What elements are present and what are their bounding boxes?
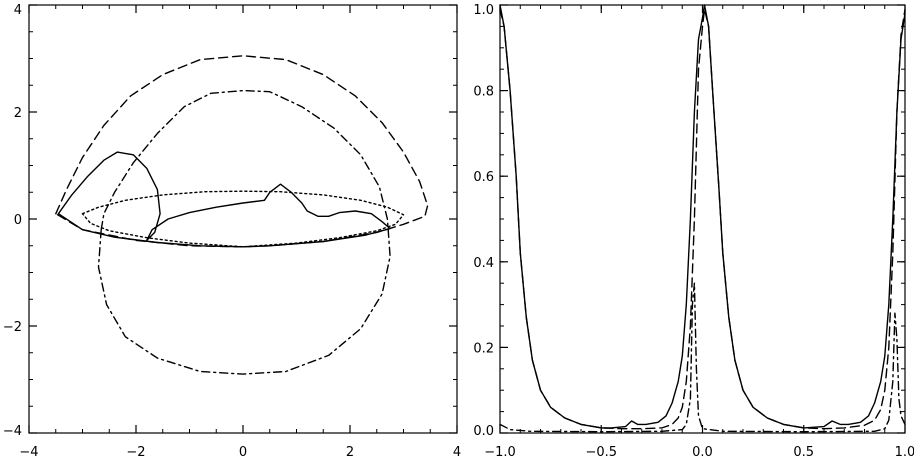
left-panel: −4 −2 0 2 4 −4 −2 0 2 4 bbox=[3, 3, 461, 460]
plot-frame bbox=[499, 4, 906, 434]
y-tick-label: 2 bbox=[14, 106, 22, 121]
series-dashdot-line bbox=[499, 282, 906, 433]
x-tick-label: −1.0 bbox=[484, 445, 516, 460]
plot-frame bbox=[28, 4, 458, 434]
series-dashed-line bbox=[55, 55, 429, 248]
series-dashed-line bbox=[499, 8, 906, 430]
series-solid-line bbox=[57, 151, 391, 248]
right-panel: −1.0 −0.5 0.0 0.5 1.0 0.0 0.2 0.4 0.6 0.8 1.0 bbox=[473, 3, 914, 460]
y-tick-label: 1.0 bbox=[473, 3, 494, 18]
series-dotted-line bbox=[81, 190, 405, 248]
x-tick-label: 0.0 bbox=[692, 445, 713, 460]
y-tick-label: 0 bbox=[14, 213, 22, 228]
x-tick-label: 2 bbox=[346, 445, 354, 460]
x-tick-label: 4 bbox=[453, 445, 461, 460]
x-tick-label: 1.0 bbox=[895, 445, 914, 460]
series-dashdot-line bbox=[97, 89, 391, 375]
series-solid-line bbox=[499, 4, 906, 429]
y-tick-label: −4 bbox=[3, 424, 22, 439]
y-tick-label: 4 bbox=[14, 3, 22, 18]
y-tick-label: 0.6 bbox=[473, 170, 494, 185]
x-tick-label: −2 bbox=[126, 445, 145, 460]
y-tick-label: 0.0 bbox=[473, 424, 494, 439]
x-tick-label: 0.5 bbox=[793, 445, 814, 460]
x-tick-label: −4 bbox=[19, 445, 38, 460]
y-tick-label: 0.4 bbox=[473, 256, 494, 271]
y-tick-label: 0.2 bbox=[473, 341, 494, 356]
y-tick-label: −2 bbox=[3, 320, 22, 335]
x-tick-label: −0.5 bbox=[585, 445, 617, 460]
y-tick-label: 0.8 bbox=[473, 85, 494, 100]
x-tick-label: 0 bbox=[239, 445, 247, 460]
